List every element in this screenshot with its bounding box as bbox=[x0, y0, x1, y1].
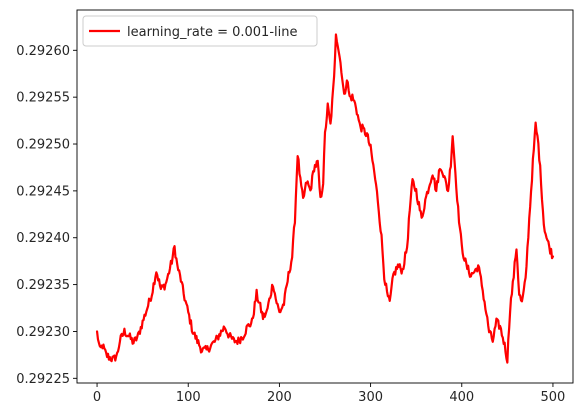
series-line bbox=[95, 33, 555, 364]
x-tick-label: 0 bbox=[93, 390, 101, 405]
y-tick-label: 0.29225 bbox=[16, 372, 70, 387]
y-tick-label: 0.29240 bbox=[16, 231, 70, 246]
x-tick-label: 200 bbox=[267, 390, 292, 405]
y-tick-label: 0.29255 bbox=[16, 91, 70, 106]
series-layer bbox=[95, 33, 555, 364]
x-tick-label: 400 bbox=[449, 390, 474, 405]
plot-frame bbox=[76, 9, 574, 384]
axes-layer: 0 100 200 300 400 500 0.29225 0.29230 0.29235 0.2… bbox=[16, 44, 565, 405]
legend-box bbox=[82, 15, 318, 47]
x-tick-label: 100 bbox=[176, 390, 201, 405]
x-tick-label: 300 bbox=[358, 390, 383, 405]
y-tick-label: 0.29230 bbox=[16, 325, 70, 340]
y-tick-label: 0.29235 bbox=[16, 278, 70, 293]
y-tick-label: 0.29245 bbox=[16, 184, 70, 199]
y-tick-label: 0.29250 bbox=[16, 138, 70, 153]
x-tick-label: 500 bbox=[541, 390, 566, 405]
legend: learning_rate = 0.001-line bbox=[82, 15, 318, 47]
legend-label: learning_rate = 0.001-line bbox=[127, 25, 297, 40]
plot-area bbox=[77, 10, 573, 383]
y-tick-label: 0.29260 bbox=[16, 44, 70, 59]
